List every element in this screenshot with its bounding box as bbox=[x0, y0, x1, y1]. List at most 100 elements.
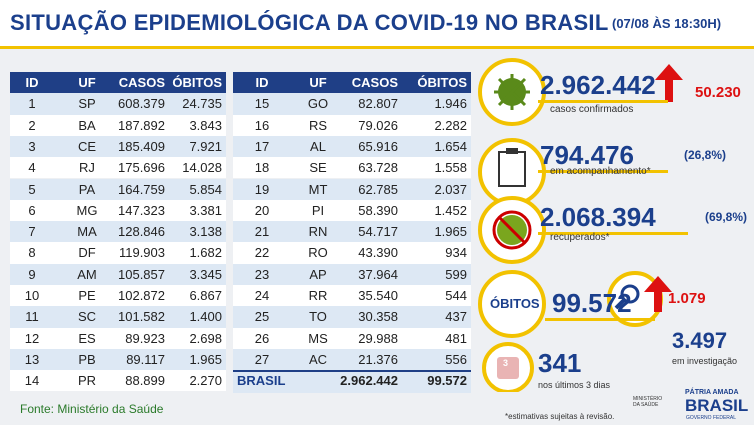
table-cell: 481 bbox=[445, 330, 467, 346]
table-row bbox=[10, 135, 226, 158]
table-cell: 21 bbox=[254, 224, 270, 240]
table-cell: 1.654 bbox=[434, 138, 467, 154]
table-cell: 1.452 bbox=[434, 202, 467, 218]
table-cell: 164.759 bbox=[118, 181, 165, 197]
table-cell: 5.854 bbox=[189, 181, 222, 197]
column-header: CASOS bbox=[118, 75, 165, 90]
table-cell: 119.903 bbox=[118, 245, 165, 261]
table-cell: 35.540 bbox=[358, 288, 398, 303]
table-cell: 2.037 bbox=[434, 181, 467, 197]
divider bbox=[538, 170, 668, 173]
table-cell: PR bbox=[77, 373, 97, 389]
table-cell: 608.379 bbox=[118, 96, 165, 112]
table-row bbox=[10, 199, 226, 222]
table-row bbox=[10, 263, 226, 285]
table-cell: 101.582 bbox=[118, 309, 165, 325]
recovered-value: 2.068.394 bbox=[540, 202, 656, 232]
table-cell: 128.846 bbox=[118, 224, 165, 240]
table-cell: ES bbox=[78, 330, 96, 346]
table-row bbox=[233, 114, 471, 136]
header bbox=[0, 0, 754, 49]
table-cell: 65.916 bbox=[358, 138, 398, 154]
table-cell: 89.117 bbox=[126, 351, 165, 367]
recent-value: 341 bbox=[538, 348, 582, 378]
table-cell: SE bbox=[309, 160, 327, 176]
confirmed-value: 2.962.442 bbox=[540, 70, 656, 100]
column-header: ÓBITOS bbox=[417, 75, 467, 90]
table-cell: 3.381 bbox=[189, 202, 222, 218]
deaths-label: ÓBITOS bbox=[490, 296, 540, 311]
title: SITUAÇÃO EPIDEMIOLÓGICA DA COVID-19 NO B… bbox=[10, 10, 609, 35]
government: GOVERNO FEDERAL bbox=[686, 415, 737, 421]
table-cell: 58.390 bbox=[358, 202, 398, 218]
total-cell: 99.572 bbox=[427, 373, 467, 389]
recent-label: nos últimos 3 dias bbox=[538, 380, 611, 390]
column-header: ID bbox=[255, 75, 269, 90]
table-cell: 1.682 bbox=[189, 245, 222, 261]
table-cell: BA bbox=[78, 117, 96, 133]
investigation-value: 3.497 bbox=[672, 328, 728, 353]
table-row bbox=[10, 93, 226, 115]
total-label: BRASIL bbox=[237, 373, 286, 389]
table-cell: 24.735 bbox=[182, 96, 222, 112]
source: Fonte: Ministério da Saúde bbox=[20, 402, 164, 416]
table-cell: 18 bbox=[254, 160, 270, 176]
table-cell: 29.988 bbox=[358, 330, 398, 346]
table-cell: GO bbox=[307, 96, 329, 112]
table-cell: 37.964 bbox=[358, 266, 398, 282]
table-cell: PB bbox=[78, 351, 96, 367]
table-cell: 14 bbox=[24, 373, 40, 389]
divider bbox=[538, 232, 688, 235]
table-cell: AM bbox=[77, 266, 97, 282]
divider bbox=[545, 318, 655, 321]
table-cell: 1.965 bbox=[189, 351, 222, 367]
total-row bbox=[233, 370, 471, 394]
table-cell: 2 bbox=[28, 117, 36, 133]
table-cell: 1.965 bbox=[434, 224, 467, 240]
column-header: ID bbox=[25, 75, 39, 90]
table-row bbox=[10, 221, 226, 243]
table-cell: RJ bbox=[79, 160, 95, 176]
table-row bbox=[233, 93, 471, 115]
table-cell: 3.345 bbox=[189, 266, 222, 282]
divider bbox=[538, 100, 668, 103]
icons bbox=[478, 58, 683, 392]
table-cell: 185.409 bbox=[118, 138, 165, 154]
confirmed-delta: 50.230 bbox=[695, 84, 741, 101]
deaths-delta: 1.079 bbox=[668, 290, 706, 307]
table-cell: 556 bbox=[445, 351, 467, 367]
table-row bbox=[10, 285, 226, 307]
confirmed-label: casos confirmados bbox=[550, 104, 634, 115]
table-cell: PA bbox=[78, 181, 96, 197]
table-cell: 3 bbox=[28, 138, 36, 154]
table-cell: 147.323 bbox=[118, 202, 165, 218]
table-row bbox=[233, 285, 471, 307]
table-cell: 13 bbox=[24, 351, 40, 367]
calendar-day: 3 bbox=[503, 358, 509, 368]
table-cell: MG bbox=[76, 202, 98, 218]
table-cell: 8 bbox=[28, 245, 36, 261]
monitoring-value: 794.476 bbox=[540, 140, 634, 170]
table-cell: 10 bbox=[24, 288, 40, 303]
table-cell: RS bbox=[308, 117, 328, 133]
table-cell: 3.138 bbox=[189, 224, 222, 240]
table-cell: AL bbox=[310, 138, 326, 154]
table-cell: 26 bbox=[254, 330, 270, 346]
table-cell: 2.282 bbox=[434, 117, 467, 133]
table-cell: 599 bbox=[445, 266, 467, 282]
table-row bbox=[233, 327, 471, 349]
table-row bbox=[10, 114, 226, 136]
table-cell: 63.728 bbox=[358, 160, 398, 176]
header-row bbox=[10, 72, 226, 94]
date: (07/08 ÀS 18:30H) bbox=[612, 16, 722, 31]
table-row bbox=[10, 370, 226, 392]
table-cell: RN bbox=[308, 224, 328, 240]
table-cell: AP bbox=[309, 266, 327, 282]
table-row bbox=[233, 157, 471, 179]
investigation-label: em investigação bbox=[672, 356, 738, 366]
table-row bbox=[10, 306, 226, 328]
monitoring-share: (26,8%) bbox=[684, 148, 727, 162]
table-cell: MT bbox=[308, 181, 328, 197]
table-cell: 12 bbox=[24, 330, 40, 346]
